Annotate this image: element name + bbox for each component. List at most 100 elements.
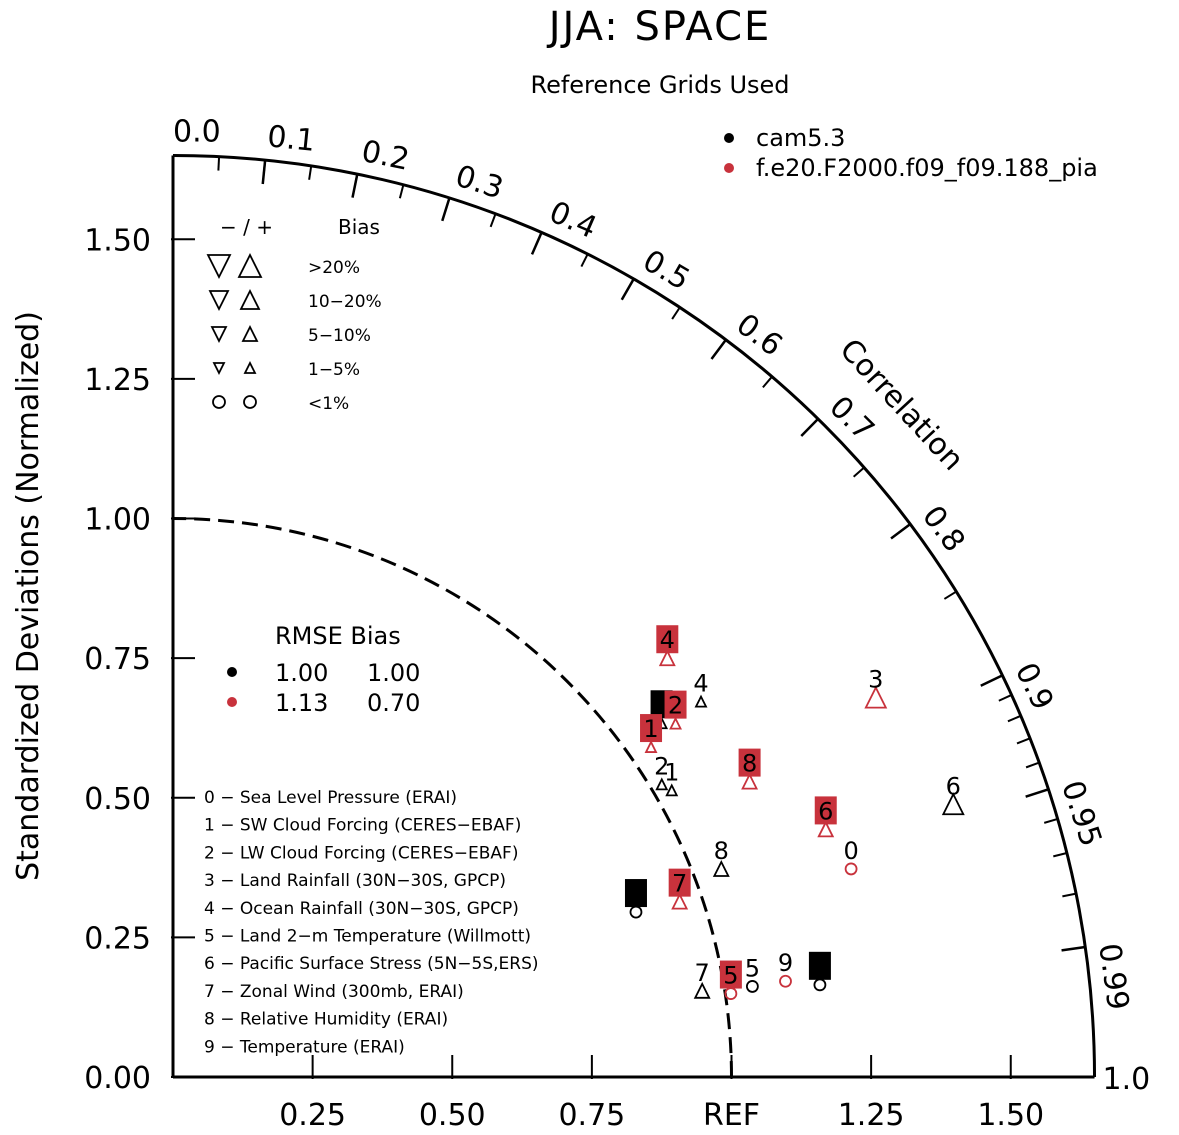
corr-major-tick <box>1061 945 1086 952</box>
point-label-box <box>656 625 679 654</box>
point-label-box <box>624 879 647 908</box>
variable-item: 5 − Land 2−m Temperature (Willmott) <box>204 927 531 947</box>
corr-major-tick <box>620 278 635 301</box>
point-label: 0 <box>843 837 858 865</box>
point-label: 5 <box>745 954 760 982</box>
data-marker <box>745 980 759 993</box>
corr-minor-tick <box>398 184 405 199</box>
data-marker <box>864 685 888 709</box>
point-label: 8 <box>714 837 729 865</box>
bias-row-label: 5−10% <box>308 326 371 346</box>
point-label: 7 <box>672 870 687 898</box>
corr-minor-tick <box>1043 818 1058 824</box>
corr-tick-label: 0.2 <box>359 134 413 178</box>
x-tick-label: 1.25 <box>838 1098 905 1133</box>
corr-major-tick <box>1025 788 1049 798</box>
data-marker <box>712 860 730 877</box>
chart-subtitle: Reference Grids Used <box>530 71 789 99</box>
point-label-box <box>738 748 761 777</box>
point-label: 1 <box>643 715 658 743</box>
corr-tick-label: 0.1 <box>266 119 317 159</box>
corr-major-tick <box>980 674 1003 687</box>
bias-row-label: 1−5% <box>308 360 360 380</box>
data-marker <box>693 981 711 999</box>
y-tick-label: 0.25 <box>84 921 151 956</box>
data-marker <box>817 820 835 838</box>
down-triangle-icon <box>206 254 232 280</box>
corr-major-tick <box>441 197 451 222</box>
corr-tick-label: 0.5 <box>637 243 696 297</box>
variable-item: 7 − Zonal Wind (300mb, ERAI) <box>204 982 464 1002</box>
variable-item: 4 − Ocean Rainfall (30N−30S, GPCP) <box>204 899 519 919</box>
point-label: 6 <box>818 797 833 825</box>
circle-icon <box>243 395 257 409</box>
legend-label: f.e20.F2000.f09_f09.188_pia <box>756 154 1098 182</box>
point-label: 4 <box>660 626 675 654</box>
variable-item: 2 − LW Cloud Forcing (CERES−EBAF) <box>204 843 518 863</box>
point-label: 9 <box>778 949 793 977</box>
point-label-box <box>814 796 837 825</box>
corr-tick-label: 0.99 <box>1091 941 1135 1012</box>
down-triangle-icon <box>212 362 226 376</box>
up-triangle-icon <box>241 324 259 342</box>
point-label: 5 <box>723 962 738 990</box>
bias-legend: − / + Bias >20% 10−20% 5−10% 1−5% <1% <box>206 215 382 414</box>
point-label-box <box>719 960 742 989</box>
bias-row-label: <1% <box>308 394 349 414</box>
x-tick-label: 1.50 <box>977 1098 1044 1133</box>
corr-major-tick <box>351 173 359 198</box>
rmse-header: RMSE Bias <box>275 622 401 650</box>
series-legend: cam5.3f.e20.F2000.f09_f09.188_pia <box>724 124 1098 182</box>
corr-tick-label: 0.8 <box>915 499 972 558</box>
x-tick-label: 0.25 <box>279 1098 346 1133</box>
corr-minor-tick <box>1007 714 1022 723</box>
down-triangle-icon <box>210 326 228 344</box>
data-marker <box>665 783 679 797</box>
rmse-bias-value: 1.00 <box>367 659 420 687</box>
corr-minor-tick <box>852 466 865 478</box>
corr-tick-label: 0.6 <box>730 307 789 364</box>
y-tick-label: 0.50 <box>84 782 151 817</box>
point-label-box <box>808 951 831 980</box>
data-marker <box>671 892 689 910</box>
corr-minor-tick <box>580 253 589 268</box>
data-marker <box>741 772 759 790</box>
point-label: 2 <box>668 692 683 720</box>
point-label: 3 <box>868 666 883 694</box>
data-marker <box>724 987 738 1000</box>
data-marker <box>694 694 708 708</box>
y-tick-label: 1.25 <box>84 363 151 398</box>
up-triangle-icon <box>237 252 263 278</box>
corr-minor-tick <box>1016 737 1031 745</box>
rmse-dot <box>227 667 237 677</box>
point-label: 2 <box>654 752 669 780</box>
circle-icon <box>212 395 226 409</box>
variable-item: 1 − SW Cloud Forcing (CERES−EBAF) <box>204 816 521 836</box>
y-tick-label: 1.50 <box>84 223 151 258</box>
data-marker <box>844 862 858 876</box>
chart-title: JJA: SPACE <box>546 4 772 50</box>
variable-item: 3 − Land Rainfall (30N−30S, GPCP) <box>204 871 506 891</box>
rmse-dot <box>227 697 237 707</box>
point-label: 8 <box>742 750 757 778</box>
corr-minor-tick <box>671 306 681 320</box>
rmse-bias-value: 0.70 <box>367 689 420 717</box>
data-marker <box>629 905 643 919</box>
data-marker <box>941 792 965 816</box>
point-label-box <box>664 690 687 719</box>
corr-major-tick <box>890 523 911 540</box>
rmse-value: 1.00 <box>275 659 328 687</box>
corr-tick-label: 1.0 <box>1103 1062 1151 1097</box>
variable-item: 9 − Temperature (ERAI) <box>204 1037 405 1057</box>
corr-tick-label: 0.0 <box>173 114 221 149</box>
corr-minor-tick <box>998 694 1013 702</box>
corr-minor-tick <box>762 376 773 388</box>
data-marker <box>669 716 682 730</box>
data-marker <box>779 974 792 988</box>
corr-minor-tick <box>489 213 497 228</box>
data-marker <box>813 978 827 992</box>
down-triangle-icon <box>208 290 230 312</box>
